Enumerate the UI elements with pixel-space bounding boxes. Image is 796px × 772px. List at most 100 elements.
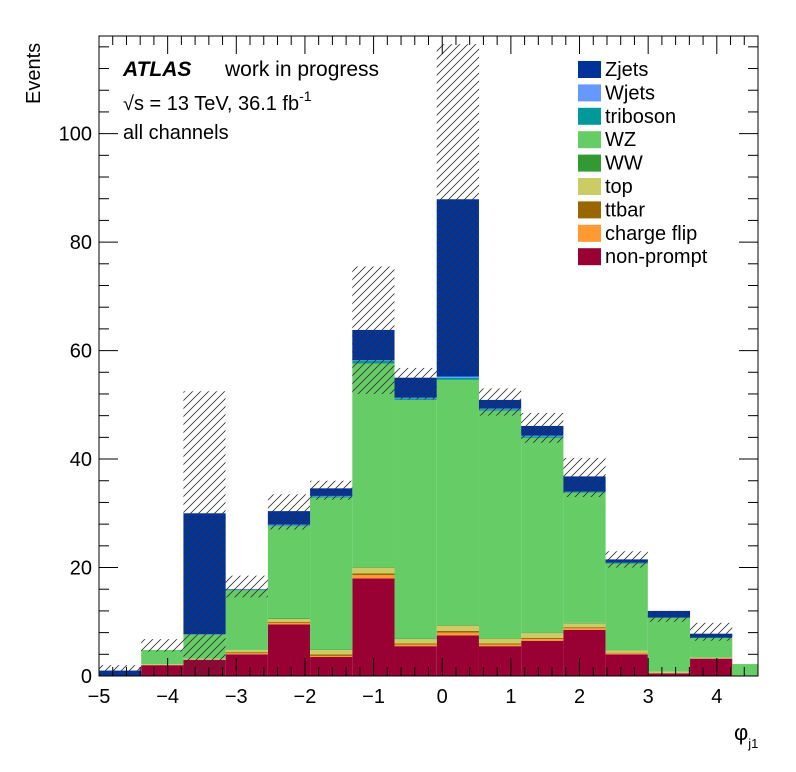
- bar-top-5: [310, 649, 353, 655]
- uncertainty-band-9: [478, 388, 522, 416]
- legend-label-WW: WW: [605, 153, 643, 175]
- bar-top-14: [690, 657, 733, 659]
- bar-Wjets-8: [436, 376, 479, 378]
- status-label: work in progress: [224, 58, 379, 81]
- uncertainty-band-2: [183, 391, 226, 676]
- bar-non-prompt-11: [563, 629, 606, 676]
- energy-lumi-text: √s = 13 TeV, 36.1 fb: [123, 93, 299, 115]
- legend-swatch-ttbar: [578, 201, 601, 219]
- bar-top-3: [225, 649, 268, 653]
- uncertainty-band-6: [352, 266, 395, 394]
- legend-swatch-Wjets: [578, 84, 601, 102]
- bar-non-prompt-14: [690, 658, 733, 676]
- bar-ttbar-4: [267, 621, 311, 623]
- bar-charge-flip-6: [352, 575, 395, 579]
- bar-WZ-13: [647, 617, 691, 672]
- bar-WZ-8: [436, 379, 479, 626]
- bar-WZ-4: [267, 526, 311, 619]
- y-tick-label: 40: [70, 449, 92, 471]
- bar-WW-6: [352, 566, 395, 568]
- bar-charge-flip-8: [436, 632, 479, 636]
- x-tick-label: 1: [505, 686, 516, 708]
- atlas-label: ATLAS: [122, 58, 191, 81]
- bar-WW-11: [563, 622, 606, 624]
- legend-swatch-triboson: [578, 107, 601, 125]
- uncertainty-band-3: [225, 575, 268, 598]
- y-tick-label: 20: [70, 558, 92, 580]
- bar-triboson-8: [436, 377, 479, 380]
- bar-non-prompt-12: [605, 654, 648, 676]
- bar-ttbar-12: [605, 652, 648, 654]
- bar-non-prompt-13: [647, 673, 691, 676]
- bar-non-prompt-5: [310, 657, 353, 676]
- legend-label-non-prompt: non-prompt: [605, 246, 708, 268]
- x-tick-label: −2: [294, 686, 317, 708]
- bar-WW-7: [394, 638, 437, 640]
- bar-top-6: [352, 567, 395, 574]
- uncertainty-band-0: [99, 665, 142, 676]
- y-tick-label: 80: [70, 232, 92, 254]
- legend-swatch-WZ: [578, 131, 601, 149]
- bar-charge-flip-4: [267, 622, 311, 625]
- uncertainty-band-7: [394, 367, 437, 400]
- x-tick-label: −3: [225, 686, 248, 708]
- bar-charge-flip-5: [310, 655, 353, 658]
- bar-top-10: [521, 633, 564, 639]
- y-axis-label: Events: [23, 43, 45, 104]
- legend-label-triboson: triboson: [605, 106, 676, 128]
- bar-WZ-9: [478, 410, 522, 639]
- bar-top-11: [563, 623, 606, 628]
- x-tick-label: 3: [643, 686, 654, 708]
- legend-label-Zjets: Zjets: [605, 59, 648, 81]
- lumi-exponent: -1: [299, 88, 312, 104]
- x-tick-label: −1: [362, 686, 385, 708]
- legend-swatch-Zjets: [578, 61, 601, 78]
- uncertainty-band-13: [647, 610, 691, 622]
- bar-WZ-6: [352, 363, 395, 567]
- x-tick-label: −4: [156, 686, 179, 708]
- x-axis-label-symbol: φ: [734, 720, 748, 745]
- legend-label-WZ: WZ: [605, 129, 636, 151]
- bar-top-12: [605, 650, 648, 653]
- bar-non-prompt-10: [521, 640, 564, 676]
- bar-top-1: [141, 664, 184, 666]
- legend-label-Wjets: Wjets: [605, 82, 655, 104]
- legend-label-top: top: [605, 176, 633, 198]
- bar-WW-4: [267, 618, 311, 620]
- y-tick-label: 0: [81, 666, 92, 688]
- channel-label: all channels: [123, 122, 229, 144]
- bar-non-prompt-8: [436, 635, 479, 676]
- bar-ttbar-6: [352, 573, 395, 576]
- uncertainty-band-11: [563, 457, 606, 498]
- bar-WZ-1: [141, 649, 184, 665]
- bar-charge-flip-11: [563, 628, 606, 630]
- uncertainty-band-4: [267, 494, 311, 530]
- y-tick-label: 60: [70, 341, 92, 363]
- bar-charge-flip-3: [225, 653, 268, 655]
- bar-WZ-14: [690, 638, 733, 658]
- uncertainty-band-5: [310, 480, 353, 500]
- bar-WW-5: [310, 649, 353, 650]
- bar-WW-8: [436, 625, 479, 626]
- legend-swatch-charge-flip: [578, 224, 601, 242]
- legend-swatch-top: [578, 178, 601, 195]
- bar-WZ-12: [605, 563, 648, 651]
- bar-WZ-10: [521, 437, 564, 633]
- bar-WW-9: [478, 638, 522, 639]
- x-tick-label: −5: [88, 686, 111, 708]
- x-tick-label: 2: [574, 686, 585, 708]
- bar-ttbar-8: [436, 630, 479, 633]
- legend-swatch-non-prompt: [578, 248, 601, 266]
- bar-WZ-7: [394, 399, 437, 639]
- bar-WW-10: [521, 632, 564, 634]
- uncertainty-band-8: [436, 44, 479, 373]
- bar-charge-flip-9: [478, 644, 522, 647]
- legend-label-charge-flip: charge flip: [605, 223, 697, 245]
- bar-non-prompt-4: [267, 624, 311, 676]
- x-tick-label: 4: [711, 686, 722, 708]
- bar-ttbar-10: [521, 638, 564, 640]
- bar-non-prompt-3: [225, 654, 268, 676]
- bar-charge-flip-10: [521, 639, 564, 641]
